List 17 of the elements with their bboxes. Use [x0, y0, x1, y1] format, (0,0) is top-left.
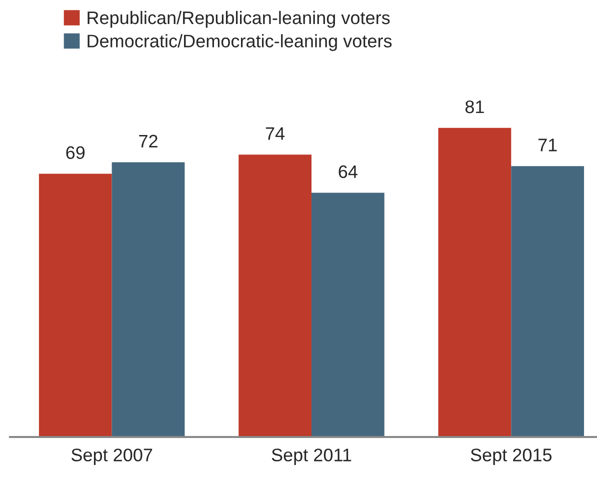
- legend-label: Republican/Republican-leaning voters: [88, 10, 390, 28]
- bar: [238, 154, 312, 437]
- bar: [511, 166, 584, 437]
- x-tick-label: Sept 2015: [470, 448, 552, 465]
- x-tick-label: Sept 2011: [272, 448, 352, 465]
- x-tick-label: Sept 2007: [71, 448, 152, 465]
- bar: [38, 174, 112, 437]
- data-label: 72: [139, 134, 158, 148]
- bar: [112, 162, 185, 437]
- data-label: 64: [338, 165, 358, 178]
- bar: [438, 128, 512, 437]
- data-label: 69: [66, 146, 85, 160]
- legend-label: Democratic/Democratic-leaning voters: [88, 34, 392, 52]
- bar: [311, 192, 384, 437]
- data-label: 74: [266, 127, 285, 140]
- data-label: 71: [538, 138, 557, 152]
- data-label: 81: [465, 100, 484, 114]
